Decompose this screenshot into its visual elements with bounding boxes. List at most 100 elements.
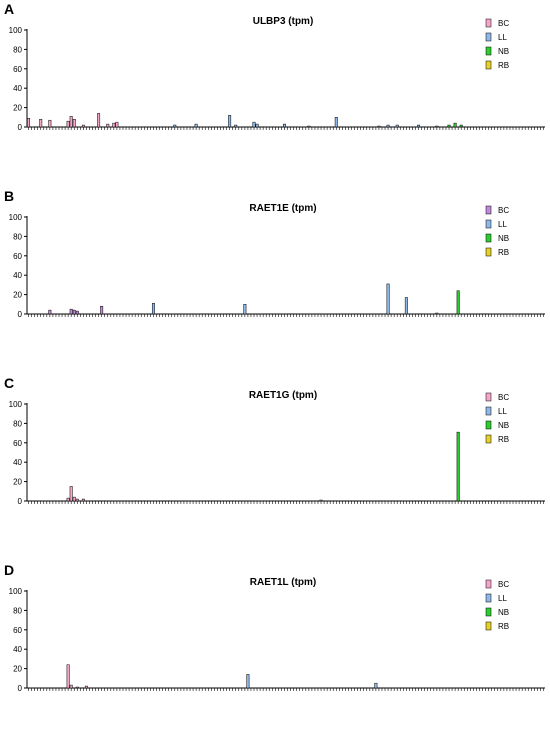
bar-bc [75, 686, 79, 689]
legend-swatch-ll [485, 593, 492, 603]
legend-label-rb: RB [498, 435, 509, 444]
y-tick-label: 40 [13, 271, 22, 280]
bar-bc [81, 124, 85, 128]
panel-letter: C [4, 375, 14, 391]
panel-d: D RAET1L (tpm) 0 20 40 60 80 100 BC LL NB RB [0, 561, 550, 748]
bar-ll [173, 124, 177, 128]
legend-swatch-bc [485, 205, 492, 215]
legend-swatch-bc [485, 18, 492, 28]
legend-label-ll: LL [498, 33, 507, 42]
bar-ll [234, 124, 238, 128]
legend-swatch-nb [485, 607, 492, 617]
legend-label-nb: NB [498, 608, 509, 617]
legend-swatch-bc [485, 392, 492, 402]
bar-ll [228, 115, 232, 128]
y-tick-label: 20 [13, 478, 22, 487]
bar-ll [151, 303, 155, 315]
bar-bc [69, 486, 73, 502]
y-tick-label: 100 [9, 26, 23, 35]
chart-d: D RAET1L (tpm) 0 20 40 60 80 100 BC LL NB RB [4, 562, 545, 693]
legend-swatch-ll [485, 219, 492, 229]
y-tick-label: 100 [9, 400, 23, 409]
y-tick-label: 60 [13, 65, 22, 74]
panel-letter: B [4, 188, 14, 204]
x-ticks [28, 688, 544, 691]
bar-nb [456, 431, 460, 502]
bar-bc [66, 497, 70, 502]
legend-label-ll: LL [498, 594, 507, 603]
legend-swatch-ll [485, 32, 492, 42]
legend-swatch-nb [485, 46, 492, 56]
x-ticks [28, 127, 544, 130]
bar-bc [69, 684, 73, 689]
bar-nb [453, 122, 457, 128]
bar-bc [106, 123, 110, 128]
legend-label-bc: BC [498, 19, 509, 28]
bar-bc [72, 496, 76, 502]
legend-swatch-rb [485, 247, 492, 257]
bar-ll [374, 682, 378, 689]
y-tick-label: 0 [18, 123, 23, 132]
y-tick-label: 20 [13, 665, 22, 674]
bar-nb [459, 124, 463, 128]
bar-ll [377, 125, 381, 128]
bar-ll [334, 117, 338, 128]
panel-b: B RAET1E (tpm) 0 20 40 60 80 100 BC LL NB RB [0, 187, 550, 374]
bar-ll [246, 674, 250, 689]
legend-swatch-rb [485, 60, 492, 70]
y-tick-label: 100 [9, 213, 23, 222]
bar-ll [404, 297, 408, 315]
bar-bc [115, 121, 119, 128]
legend-label-rb: RB [498, 248, 509, 257]
legend-label-ll: LL [498, 407, 507, 416]
legend-label-rb: RB [498, 61, 509, 70]
bar-bc [69, 116, 73, 128]
bar-bc [66, 664, 70, 689]
bar-ll [386, 283, 390, 315]
bar-ll [395, 124, 399, 128]
chart-title: RAET1E (tpm) [249, 203, 316, 214]
panel-letter: D [4, 562, 14, 578]
bar-bc [72, 309, 76, 315]
bar-ll [435, 125, 439, 128]
y-tick-label: 20 [13, 291, 22, 300]
bar-bc [81, 498, 85, 502]
y-tick-label: 0 [18, 497, 23, 506]
chart-a: A ULBP3 (tpm) 0 20 40 60 80 100 BC LL NB RB [4, 1, 545, 132]
legend-label-bc: BC [498, 393, 509, 402]
chart-title: RAET1G (tpm) [249, 390, 317, 401]
y-tick-label: 80 [13, 606, 22, 615]
legend-label-nb: NB [498, 234, 509, 243]
bar-ll [417, 124, 421, 128]
legend-label-rb: RB [498, 622, 509, 631]
y-tick-label: 0 [18, 684, 23, 693]
legend-swatch-rb [485, 434, 492, 444]
bar-nb [447, 124, 451, 128]
legend-label-nb: NB [498, 47, 509, 56]
bar-ll [283, 123, 286, 128]
y-tick-label: 60 [13, 439, 22, 448]
bar-bc [66, 120, 70, 128]
bar-ll [255, 123, 259, 128]
y-tick-label: 60 [13, 626, 22, 635]
bar-bc [39, 118, 43, 128]
panel-a: A ULBP3 (tpm) 0 20 40 60 80 100 BC LL NB RB [0, 0, 550, 187]
panel-c: C RAET1G (tpm) 0 20 40 60 80 100 BC LL NB RB [0, 374, 550, 561]
legend-label-bc: BC [498, 206, 509, 215]
y-tick-label: 80 [13, 45, 22, 54]
bar-nb [456, 290, 460, 315]
y-tick-label: 60 [13, 252, 22, 261]
bar-bc [112, 122, 116, 128]
y-tick-label: 100 [9, 587, 23, 596]
x-ticks [28, 501, 544, 504]
legend-swatch-ll [485, 406, 492, 416]
bar-bc [75, 310, 79, 315]
y-tick-label: 0 [18, 310, 23, 319]
chart-c: C RAET1G (tpm) 0 20 40 60 80 100 BC LL NB RB [4, 375, 545, 506]
y-tick-label: 40 [13, 458, 22, 467]
bar-bc [100, 305, 104, 315]
bar-ll [307, 125, 311, 128]
chart-title: ULBP3 (tpm) [253, 16, 314, 27]
bar-bc [48, 309, 52, 315]
bar-ll [243, 304, 247, 315]
